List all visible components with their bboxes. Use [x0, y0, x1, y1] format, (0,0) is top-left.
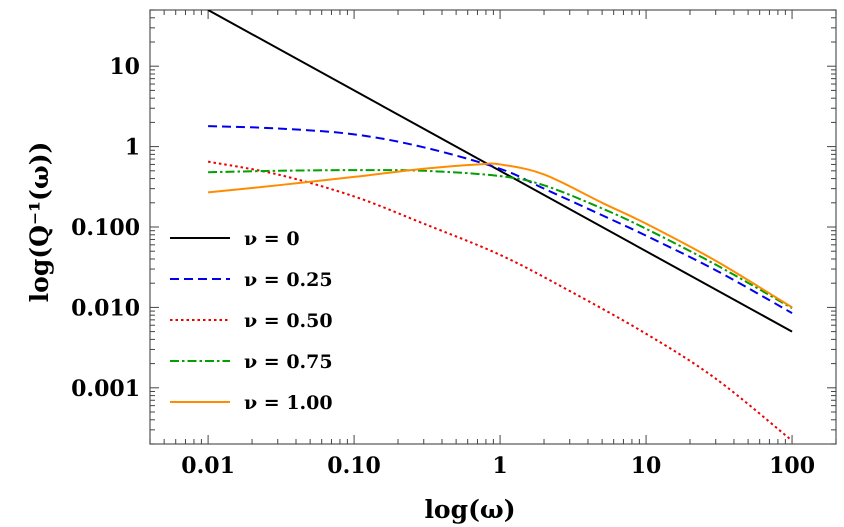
legend-label-4: ν = 1.00: [244, 392, 333, 414]
y-tick-label: 0.100: [71, 215, 140, 241]
x-tick-label: 100: [769, 453, 815, 479]
legend-label-3: ν = 0.75: [244, 351, 333, 373]
tick-labels: 0.01 0.10 1 10 100 0.001 0.010 0.100 1 10: [71, 54, 815, 479]
series-line-4: [207, 162, 793, 309]
y-tick-label: 10: [109, 54, 140, 80]
legend: ν = 0 ν = 0.25 ν = 0.50 ν = 0.75 ν = 1.00: [170, 228, 333, 414]
x-tick-label: 1: [492, 453, 507, 479]
series-curves: [207, 10, 793, 442]
plot-frame-rect: [149, 9, 837, 445]
axis-ticks: [149, 9, 837, 445]
legend-label-0: ν = 0: [244, 228, 300, 250]
legend-label-2: ν = 0.50: [244, 310, 333, 332]
x-tick-label: 0.01: [181, 453, 235, 479]
plot-frame: [149, 9, 837, 445]
legend-label-1: ν = 0.25: [244, 269, 333, 291]
x-tick-label: 10: [631, 453, 662, 479]
series-line-0: [207, 10, 793, 333]
x-tick-label: 0.10: [327, 453, 381, 479]
series-line-3: [208, 169, 793, 309]
y-axis-title: log(Q⁻¹(ω)): [25, 142, 54, 303]
y-tick-label: 0.010: [71, 295, 140, 321]
y-tick-label: 0.001: [71, 376, 140, 402]
series-line-1: [208, 125, 793, 314]
y-tick-label: 1: [125, 135, 140, 161]
x-axis-title: log(ω): [424, 495, 515, 524]
